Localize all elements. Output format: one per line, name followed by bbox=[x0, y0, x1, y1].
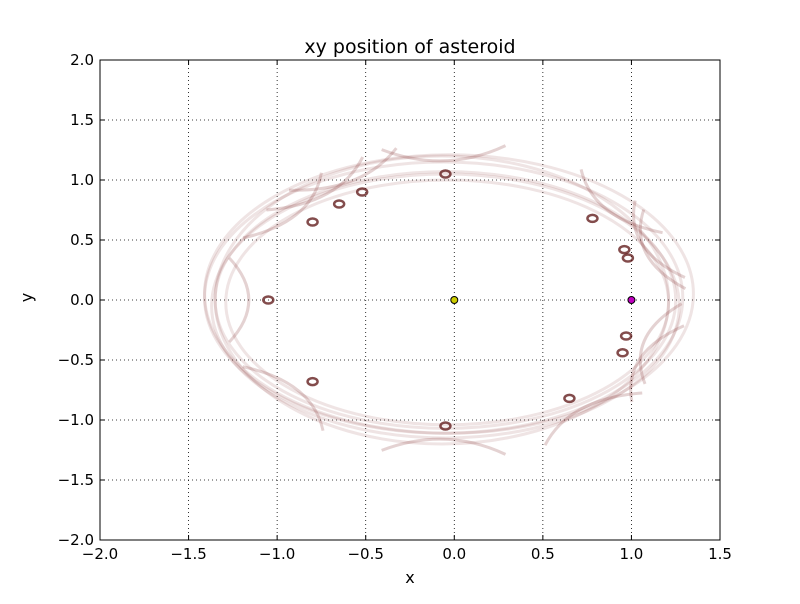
trajectory-cusp bbox=[262, 295, 275, 305]
y-axis-label: y bbox=[17, 292, 37, 303]
trajectory-arc bbox=[242, 172, 323, 240]
y-tick-label: 0.0 bbox=[70, 291, 94, 309]
trajectory-cusp bbox=[563, 393, 576, 404]
trajectory-arc bbox=[579, 169, 663, 235]
trajectory-arc bbox=[638, 302, 683, 385]
y-tick-label: −2.0 bbox=[58, 531, 94, 549]
trajectory-ring bbox=[203, 153, 695, 435]
trajectory-arc bbox=[381, 437, 507, 456]
y-tick-label: 1.0 bbox=[70, 171, 94, 189]
trajectory-cusp bbox=[355, 187, 369, 197]
grid-layer bbox=[100, 60, 720, 540]
trajectory-arc bbox=[381, 144, 507, 163]
trajectory-cusp bbox=[616, 348, 629, 358]
trajectory-ring bbox=[213, 154, 671, 446]
y-tick-label: −1.5 bbox=[58, 471, 94, 489]
trajectory-arc bbox=[242, 365, 325, 432]
trajectory-ring bbox=[203, 160, 685, 435]
marker-layer bbox=[450, 296, 636, 304]
trajectory-cusp bbox=[618, 244, 631, 255]
trajectory-cusp bbox=[332, 199, 346, 209]
planet-marker bbox=[627, 296, 636, 304]
trajectory-cusp bbox=[621, 253, 635, 263]
trajectory-cusp bbox=[439, 421, 452, 431]
x-tick-label: 0.5 bbox=[531, 545, 555, 563]
trajectory-cusp bbox=[306, 217, 319, 227]
trajectory-arc bbox=[266, 156, 365, 212]
trajectory-arc bbox=[638, 209, 687, 290]
y-tick-label: 2.0 bbox=[70, 51, 94, 69]
trajectory-cusp bbox=[619, 331, 633, 341]
trajectory-arc bbox=[632, 200, 686, 279]
x-tick-label: −0.5 bbox=[347, 545, 383, 563]
trajectory-arc bbox=[288, 147, 398, 192]
trajectory-layer bbox=[203, 144, 695, 456]
y-tick-label: −1.0 bbox=[58, 411, 94, 429]
trajectory-arc bbox=[543, 391, 643, 446]
trajectory-cusp bbox=[439, 169, 452, 179]
chart-title: xy position of asteroid bbox=[304, 36, 516, 58]
trajectory-arc bbox=[629, 324, 685, 403]
sun-marker bbox=[450, 296, 459, 304]
trajectory-ring bbox=[224, 178, 671, 427]
x-axis-label: x bbox=[405, 568, 415, 587]
y-tick-label: 0.5 bbox=[70, 231, 94, 249]
x-tick-label: −1.0 bbox=[259, 545, 295, 563]
x-tick-label: −1.5 bbox=[170, 545, 206, 563]
x-tick-label: 1.5 bbox=[708, 545, 732, 563]
trajectory-cusp bbox=[586, 213, 599, 224]
x-tick-label: 0.0 bbox=[442, 545, 466, 563]
trajectory-cusp bbox=[306, 376, 319, 387]
x-tick-label: −2.0 bbox=[82, 545, 118, 563]
y-tick-label: 1.5 bbox=[70, 111, 94, 129]
tick-layer: −2.0 −1.5 −1.0 −0.5 0.0 0.5 1.0 1.5 −2.0 −1.5 −1.0… bbox=[58, 51, 732, 563]
trajectory-arc bbox=[228, 256, 251, 344]
y-tick-label: −0.5 bbox=[58, 351, 94, 369]
x-tick-label: 1.0 bbox=[619, 545, 643, 563]
trajectory-ring bbox=[210, 172, 681, 440]
